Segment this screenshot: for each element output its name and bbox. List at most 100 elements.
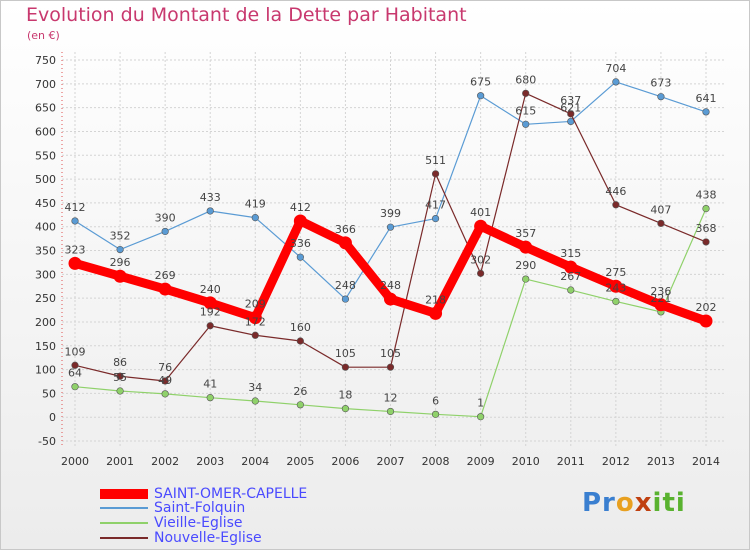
- legend-swatch: [100, 522, 148, 524]
- series-group: [68, 78, 713, 421]
- data-point: [341, 363, 350, 371]
- data-label: 243: [605, 281, 626, 294]
- data-point: [203, 296, 217, 310]
- data-point: [657, 219, 665, 227]
- x-tick-label: 2010: [512, 455, 540, 468]
- data-label: 673: [650, 77, 671, 90]
- data-point: [384, 292, 397, 306]
- x-tick-label: 2001: [106, 455, 134, 468]
- data-point: [612, 201, 620, 209]
- data-point: [113, 269, 127, 283]
- data-point: [338, 236, 352, 250]
- data-point: [293, 214, 307, 228]
- x-tick-label: 2013: [647, 455, 675, 468]
- data-label: 368: [696, 222, 717, 235]
- y-tick-label: 150: [35, 340, 56, 353]
- x-tick-label: 2004: [241, 455, 269, 468]
- data-point: [609, 279, 623, 293]
- data-point: [567, 286, 575, 294]
- data-label: 221: [650, 292, 671, 305]
- y-tick-label: 350: [35, 245, 56, 258]
- data-label: 296: [110, 256, 131, 269]
- data-label: 76: [158, 361, 172, 374]
- data-point: [431, 410, 440, 418]
- y-tick-label: -50: [38, 435, 56, 448]
- data-point: [161, 227, 169, 236]
- x-tick-label: 2006: [331, 455, 359, 468]
- x-tick-label: 2014: [692, 455, 720, 468]
- data-label: 315: [560, 247, 581, 260]
- data-labels: 412 352 390 433 419 336 248 399 417 675 615 621 704 6…: [65, 62, 717, 410]
- data-point: [702, 108, 710, 116]
- data-point: [341, 295, 350, 303]
- data-label: 511: [425, 154, 446, 167]
- data-label: 399: [380, 207, 401, 220]
- legend-label: SAINT-OMER-CAPELLE: [154, 486, 308, 502]
- legend-swatch: [100, 507, 148, 509]
- legend-label: Vieille-Eglise: [154, 515, 243, 531]
- data-label: 269: [155, 269, 176, 282]
- data-label: 290: [515, 259, 536, 272]
- x-tick-label: 2007: [377, 455, 405, 468]
- legend-swatch: [100, 489, 148, 499]
- data-point: [296, 253, 304, 261]
- y-tick-label: 600: [35, 125, 56, 138]
- y-tick-label: 450: [35, 197, 56, 210]
- data-point: [251, 331, 259, 339]
- data-label: 446: [605, 185, 626, 198]
- data-label: 407: [650, 203, 671, 216]
- data-point: [158, 282, 172, 296]
- y-tick-label: 500: [35, 173, 56, 186]
- data-label: 248: [335, 279, 356, 292]
- data-label: 267: [560, 270, 581, 283]
- data-point: [116, 387, 124, 395]
- y-axis: -50 0 50 100 150 200 250 300 350 400 450 500 550 600 6…: [35, 52, 63, 448]
- y-tick-label: 50: [42, 387, 56, 400]
- data-point: [161, 377, 169, 385]
- data-label: 419: [245, 198, 266, 211]
- data-point: [477, 269, 485, 277]
- y-tick-label: 200: [35, 316, 56, 329]
- legend-item: SAINT-OMER-CAPELLE: [100, 486, 307, 502]
- data-point: [296, 337, 304, 345]
- data-label: 64: [68, 367, 82, 380]
- y-tick-label: 0: [49, 411, 56, 424]
- data-label: 357: [515, 227, 536, 240]
- x-tick-label: 2008: [422, 455, 450, 468]
- data-point: [657, 93, 665, 101]
- data-label: 26: [293, 385, 307, 398]
- data-label: 621: [560, 101, 581, 114]
- legend-label: Saint-Folquin: [154, 500, 246, 516]
- data-point: [702, 238, 710, 246]
- proxiti-logo: Proxiti: [582, 488, 686, 518]
- data-label: 336: [290, 237, 311, 250]
- y-tick-label: 650: [35, 102, 56, 115]
- x-tick-label: 2009: [467, 455, 495, 468]
- data-label: 637: [560, 94, 581, 107]
- data-label: 105: [380, 347, 401, 360]
- data-point: [431, 214, 440, 223]
- data-point: [68, 256, 82, 270]
- data-point: [519, 240, 533, 254]
- legend-item: Vieille-Eglise: [100, 515, 243, 531]
- y-tick-label: 100: [35, 364, 56, 377]
- unit-label: (en €): [27, 29, 60, 42]
- data-point: [522, 120, 530, 128]
- data-label: 12: [384, 391, 398, 404]
- y-tick-label: 550: [35, 149, 56, 162]
- x-tick-label: 2012: [602, 455, 630, 468]
- data-point: [206, 322, 214, 330]
- data-point: [161, 390, 169, 398]
- data-label: 366: [335, 223, 356, 236]
- data-label: 302: [470, 253, 491, 266]
- data-label: 641: [696, 92, 717, 105]
- data-label: 438: [696, 189, 717, 202]
- data-label: 390: [155, 211, 176, 224]
- data-point: [431, 170, 440, 178]
- data-label: 55: [113, 371, 127, 384]
- data-label: 675: [470, 76, 491, 89]
- x-tick-label: 2005: [286, 455, 314, 468]
- data-label: 412: [65, 201, 86, 214]
- data-point: [341, 405, 350, 413]
- data-point: [251, 214, 259, 222]
